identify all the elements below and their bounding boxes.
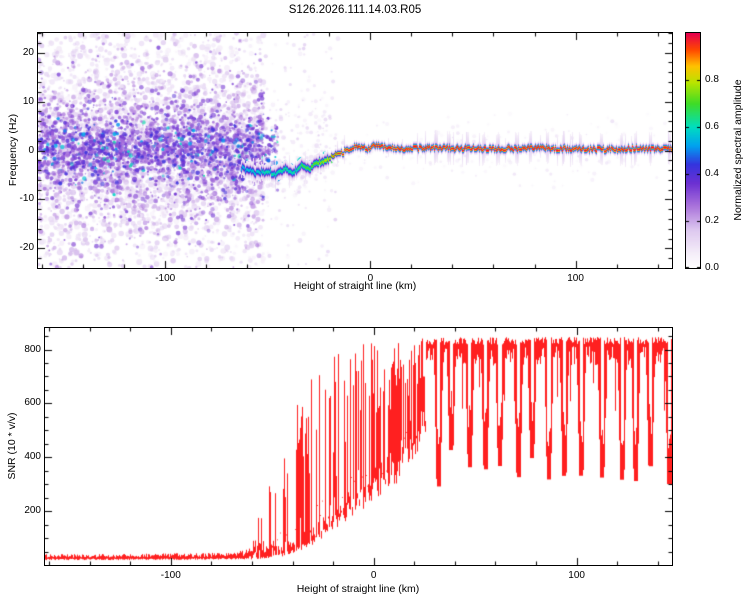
colorbar-tick-label: 0.0: [705, 262, 719, 273]
colorbar-label: Normalized spectral amplitude: [732, 79, 744, 221]
snr-y-tick-label: 800: [24, 343, 41, 355]
colorbar-tick-label: 0.8: [705, 74, 719, 85]
snr-y-axis-label: SNR (10 * v/v): [6, 412, 18, 480]
snr-y-tick-label: 400: [24, 451, 41, 463]
snr-x-axis-label: Height of straight line (km): [296, 583, 420, 595]
spectrogram-y-tick-label: -20: [19, 242, 34, 254]
colorbar-tick-label: 0.2: [705, 215, 719, 226]
spectrogram-y-tick-label: 20: [22, 46, 34, 58]
snr-y-tick-label: 200: [24, 505, 41, 517]
spectrogram-panel: [37, 32, 673, 269]
spectrogram-x-axis-label: Height of straight line (km): [293, 280, 417, 292]
snr-x-tick-label: 100: [568, 570, 585, 581]
spectrogram-y-tick-label: 0: [28, 144, 34, 156]
spectrogram-x-tick-label: 0: [367, 273, 374, 284]
spectrogram-x-tick-label: 100: [567, 273, 584, 284]
spectrogram-y-tick-label: 10: [22, 95, 34, 107]
snr-x-tick-label: 0: [370, 570, 377, 581]
snr-y-tick-label: 600: [24, 397, 41, 409]
snr-panel: [44, 327, 673, 566]
colorbar-tick-label: 0.4: [705, 168, 719, 179]
colorbar-canvas: [686, 33, 700, 268]
spectrogram-canvas: [38, 33, 672, 268]
figure-title: S126.2026.111.14.03.R05: [288, 4, 422, 16]
spectrogram-x-tick-label: -100: [155, 273, 176, 284]
colorbar: [685, 32, 701, 269]
spectrogram-y-tick-label: -10: [19, 193, 34, 205]
snr-x-tick-label: -100: [160, 570, 181, 581]
colorbar-tick-label: 0.6: [705, 121, 719, 132]
snr-canvas: [45, 328, 672, 565]
